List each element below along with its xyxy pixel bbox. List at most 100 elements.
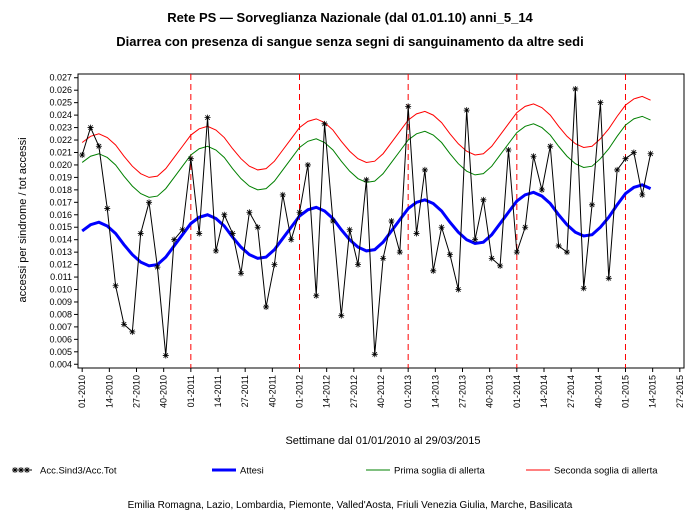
- point-marker: [279, 191, 286, 198]
- point-marker: [95, 143, 102, 150]
- point-marker: [647, 150, 654, 157]
- x-tick-label: 14-2011: [213, 375, 223, 407]
- legend-label: Attesi: [240, 466, 264, 477]
- legend-label: Prima soglia di allerta: [394, 466, 486, 477]
- point-marker: [639, 191, 646, 198]
- x-tick-label: 14-2015: [648, 375, 658, 408]
- y-tick-label: 0.024: [49, 110, 72, 120]
- point-marker: [187, 155, 194, 162]
- point-marker: [196, 230, 203, 237]
- point-marker: [555, 242, 562, 249]
- point-marker: [254, 224, 261, 231]
- point-marker: [472, 236, 479, 243]
- y-tick-label: 0.012: [49, 260, 72, 270]
- y-tick-label: 0.019: [49, 172, 72, 182]
- point-marker: [572, 85, 579, 92]
- point-marker: [171, 236, 178, 243]
- point-marker: [79, 151, 86, 158]
- y-tick-label: 0.008: [49, 309, 72, 319]
- x-tick-label: 14-2012: [322, 375, 332, 408]
- point-marker: [513, 249, 520, 256]
- y-tick-label: 0.023: [49, 123, 72, 133]
- point-marker: [154, 264, 161, 271]
- x-tick-label: 27-2014: [566, 375, 576, 408]
- x-tick-label: 01-2013: [403, 375, 413, 408]
- point-marker: [522, 224, 529, 231]
- point-marker: [221, 211, 228, 218]
- chart-subtitle: Diarrea con presenza di sangue senza seg…: [116, 34, 583, 49]
- point-marker: [371, 351, 378, 358]
- plot-frame: [77, 73, 685, 369]
- point-marker: [538, 186, 545, 193]
- y-tick-label: 0.004: [49, 359, 72, 369]
- point-marker: [137, 230, 144, 237]
- chart-title: Rete PS — Sorveglianza Nazionale (dal 01…: [167, 10, 533, 25]
- point-marker: [263, 303, 270, 310]
- point-marker: [388, 218, 395, 224]
- x-tick-label: 27-2011: [240, 375, 250, 407]
- point-marker: [87, 124, 94, 131]
- y-tick-label: 0.014: [49, 235, 72, 245]
- point-marker: [237, 270, 244, 277]
- y-tick-label: 0.027: [49, 73, 72, 83]
- series-line: [81, 95, 651, 178]
- point-marker: [321, 120, 328, 127]
- x-axis-label: Settimane dal 01/01/2010 al 29/03/2015: [285, 435, 480, 447]
- y-tick-label: 0.011: [50, 272, 72, 282]
- point-marker: [488, 255, 495, 262]
- x-tick-label: 01-2011: [186, 375, 196, 407]
- x-tick-label: 27-2015: [675, 375, 685, 408]
- point-marker: [563, 249, 570, 256]
- y-tick-label: 0.010: [49, 285, 72, 295]
- point-marker: [630, 149, 637, 156]
- point-marker: [413, 230, 420, 237]
- point-marker: [246, 209, 253, 216]
- y-tick-label: 0.007: [49, 322, 72, 332]
- x-tick-label: 01-2015: [620, 375, 630, 408]
- point-marker: [313, 292, 320, 299]
- y-tick-label: 0.020: [49, 160, 72, 170]
- point-marker: [446, 251, 453, 258]
- point-marker: [622, 155, 629, 162]
- y-tick-label: 0.015: [49, 222, 72, 232]
- point-marker: [530, 153, 537, 160]
- x-tick-label: 40-2010: [159, 375, 169, 408]
- y-tick-label: 0.009: [49, 297, 72, 307]
- y-axis-label: accessi per sindrome / tot accessi: [17, 137, 29, 302]
- x-tick-label: 01-2010: [77, 375, 87, 408]
- point-marker: [346, 226, 353, 233]
- y-tick-label: 0.006: [49, 334, 72, 344]
- point-marker: [304, 161, 311, 168]
- y-tick-label: 0.021: [49, 147, 72, 157]
- point-marker: [338, 312, 345, 319]
- point-marker: [430, 267, 437, 274]
- x-tick-label: 14-2013: [430, 375, 440, 408]
- point-marker: [146, 199, 153, 206]
- y-tick-label: 0.018: [49, 185, 72, 195]
- x-tick-label: 01-2012: [295, 375, 305, 408]
- point-marker: [580, 285, 587, 292]
- point-marker: [112, 282, 119, 289]
- y-tick-label: 0.025: [49, 98, 72, 108]
- point-marker: [455, 286, 462, 293]
- legend-label: Acc.Sind3/Acc.Tot: [40, 466, 117, 477]
- legend-label: Seconda soglia di allerta: [554, 466, 658, 477]
- point-marker: [212, 247, 219, 254]
- point-marker: [296, 209, 303, 216]
- point-marker: [463, 107, 470, 114]
- y-tick-label: 0.026: [49, 85, 72, 95]
- point-marker: [204, 114, 211, 121]
- x-tick-label: 40-2014: [593, 375, 603, 408]
- point-marker: [480, 196, 487, 203]
- point-marker: [271, 261, 278, 268]
- y-tick-label: 0.016: [49, 210, 72, 220]
- point-marker: [405, 103, 412, 110]
- x-tick-label: 27-2010: [132, 375, 142, 408]
- x-tick-label: 27-2013: [457, 375, 467, 408]
- y-tick-label: 0.005: [49, 347, 72, 357]
- point-marker: [162, 352, 169, 359]
- point-marker: [288, 236, 295, 243]
- point-marker: [605, 275, 612, 282]
- point-marker: [589, 201, 596, 208]
- y-tick-label: 0.013: [49, 247, 72, 257]
